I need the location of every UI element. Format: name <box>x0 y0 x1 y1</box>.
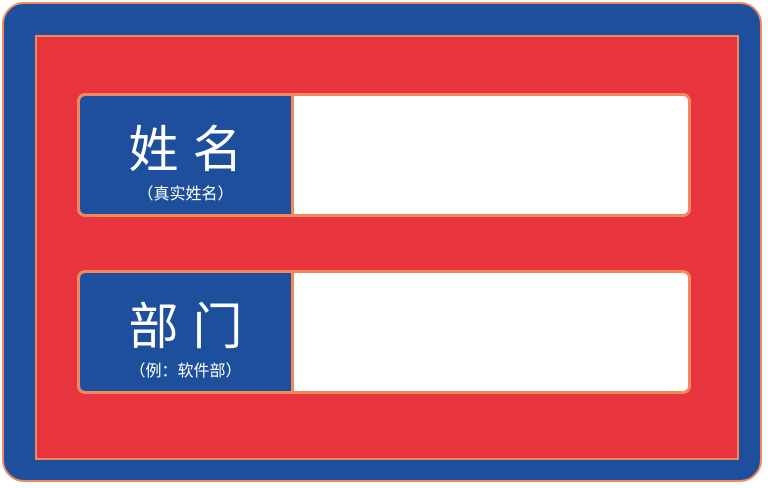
name-value-area[interactable] <box>294 96 688 214</box>
name-field: 姓名 （真实姓名） <box>77 93 691 217</box>
department-label: 部门 <box>128 298 257 356</box>
name-badge-card <box>2 2 762 482</box>
department-label-hint: （例：软件部） <box>129 361 242 380</box>
name-label-box: 姓名 （真实姓名） <box>80 96 294 214</box>
name-label: 姓名 <box>128 121 257 179</box>
department-label-box: 部门 （例：软件部） <box>80 273 294 391</box>
name-label-hint: （真实姓名） <box>137 184 234 203</box>
department-field: 部门 （例：软件部） <box>77 270 691 394</box>
department-value-area[interactable] <box>294 273 688 391</box>
